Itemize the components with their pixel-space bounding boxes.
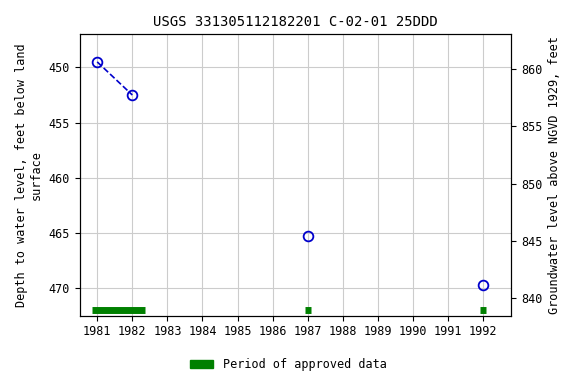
Title: USGS 331305112182201 C-02-01 25DDD: USGS 331305112182201 C-02-01 25DDD [153, 15, 438, 29]
Y-axis label: Depth to water level, feet below land
surface: Depth to water level, feet below land su… [15, 43, 43, 307]
Legend: Period of approved data: Period of approved data [185, 354, 391, 376]
Y-axis label: Groundwater level above NGVD 1929, feet: Groundwater level above NGVD 1929, feet [548, 36, 561, 314]
